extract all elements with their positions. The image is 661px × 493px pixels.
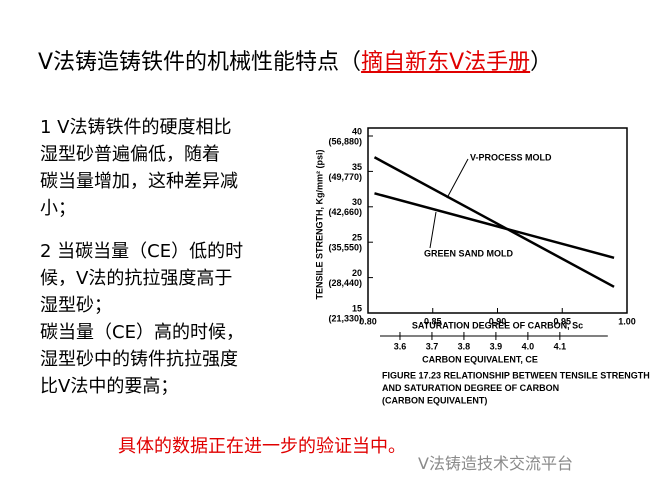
footer-note: 具体的数据正在进一步的验证当中。	[118, 436, 406, 457]
caption-line: (CARBON EQUIVALENT)	[382, 395, 487, 405]
title-source: 摘自新东V法手册	[361, 50, 531, 75]
x-tick-label: 0.85	[424, 316, 442, 326]
x2-tick-label: 4.1	[554, 341, 567, 351]
x2-tick-label: 3.6	[394, 341, 407, 351]
caption-line: FIGURE 17.23 RELATIONSHIP BETWEEN TENSIL…	[382, 370, 650, 380]
caption-line: AND SATURATION DEGREE OF CARBON	[382, 383, 559, 393]
x-tick-label: 0.80	[359, 316, 377, 326]
paragraph-line: 小；	[40, 198, 76, 219]
series-line	[373, 156, 615, 288]
title-end: ）	[530, 50, 553, 75]
y2-tick-label: (35,550)	[328, 243, 362, 253]
y2-tick-label: (42,660)	[328, 207, 362, 217]
y-tick-label: 20	[352, 268, 362, 278]
x2-tick-label: 3.9	[490, 341, 503, 351]
paragraph-line: 1 V法铸铁件的硬度相比	[40, 117, 232, 138]
leader	[429, 211, 437, 249]
y-tick-label: 40	[352, 126, 362, 136]
y-tick-label: 35	[352, 162, 362, 172]
watermark: V法铸造技术交流平台	[418, 454, 573, 473]
leader	[446, 158, 469, 199]
y-tick-label: 30	[352, 197, 362, 207]
series-line	[374, 192, 615, 259]
paragraph-line: 候，V法的抗拉强度高于	[40, 268, 233, 289]
y2-tick-label: (28,440)	[328, 278, 362, 288]
x-tick-label: 0.90	[489, 316, 507, 326]
paragraph-line: 2 当碳当量（CE）低的时	[40, 241, 244, 262]
paragraph: 1 V法铸铁件的硬度相比 湿型砂普遍偏低，随着 碳当量增加，这种差异减 小；	[40, 114, 238, 222]
x-tick-label: 0.95	[553, 316, 571, 326]
y2-tick-label: (49,770)	[328, 172, 362, 182]
y-tick-label: 25	[352, 233, 362, 243]
paragraph-line: 湿型砂中的铸件抗拉强度	[40, 349, 238, 370]
series-label: GREEN SAND MOLD	[424, 248, 514, 258]
series-label: V-PROCESS MOLD	[470, 152, 552, 162]
slide-title: V法铸造铸铁件的机械性能特点（摘自新东V法手册）	[38, 44, 552, 76]
y-tick-label: 15	[352, 303, 362, 313]
x-tick-label: 1.00	[618, 316, 636, 326]
x2-tick-label: 4.0	[522, 341, 535, 351]
y2-tick-label: (56,880)	[328, 136, 362, 146]
paragraph-line: 碳当量（CE）高的时候，	[40, 322, 244, 343]
paragraph-line: 碳当量增加，这种差异减	[40, 171, 238, 192]
title-text: V法铸造铸铁件的机械性能特点（	[38, 50, 362, 75]
x2-axis-title: CARBON EQUIVALENT, CE	[422, 354, 538, 364]
x2-tick-label: 3.7	[426, 341, 439, 351]
paragraph: 2 当碳当量（CE）低的时 候，V法的抗拉强度高于 湿型砂； 碳当量（CE）高的时候，…	[40, 238, 244, 400]
paragraph-line: 湿型砂普遍偏低，随着	[40, 144, 220, 165]
paragraph-line: 湿型砂；	[40, 295, 112, 316]
x2-tick-label: 3.8	[458, 341, 471, 351]
x-axis-title: SATURATION DEGREE OF CARBON, Sc	[412, 320, 583, 330]
paragraph-line: 比V法中的要高；	[40, 376, 179, 397]
y2-tick-label: (21,330)	[328, 313, 362, 323]
y-axis-title: TENSILE STRENGTH, Kg/mm² (psi)	[314, 149, 324, 299]
